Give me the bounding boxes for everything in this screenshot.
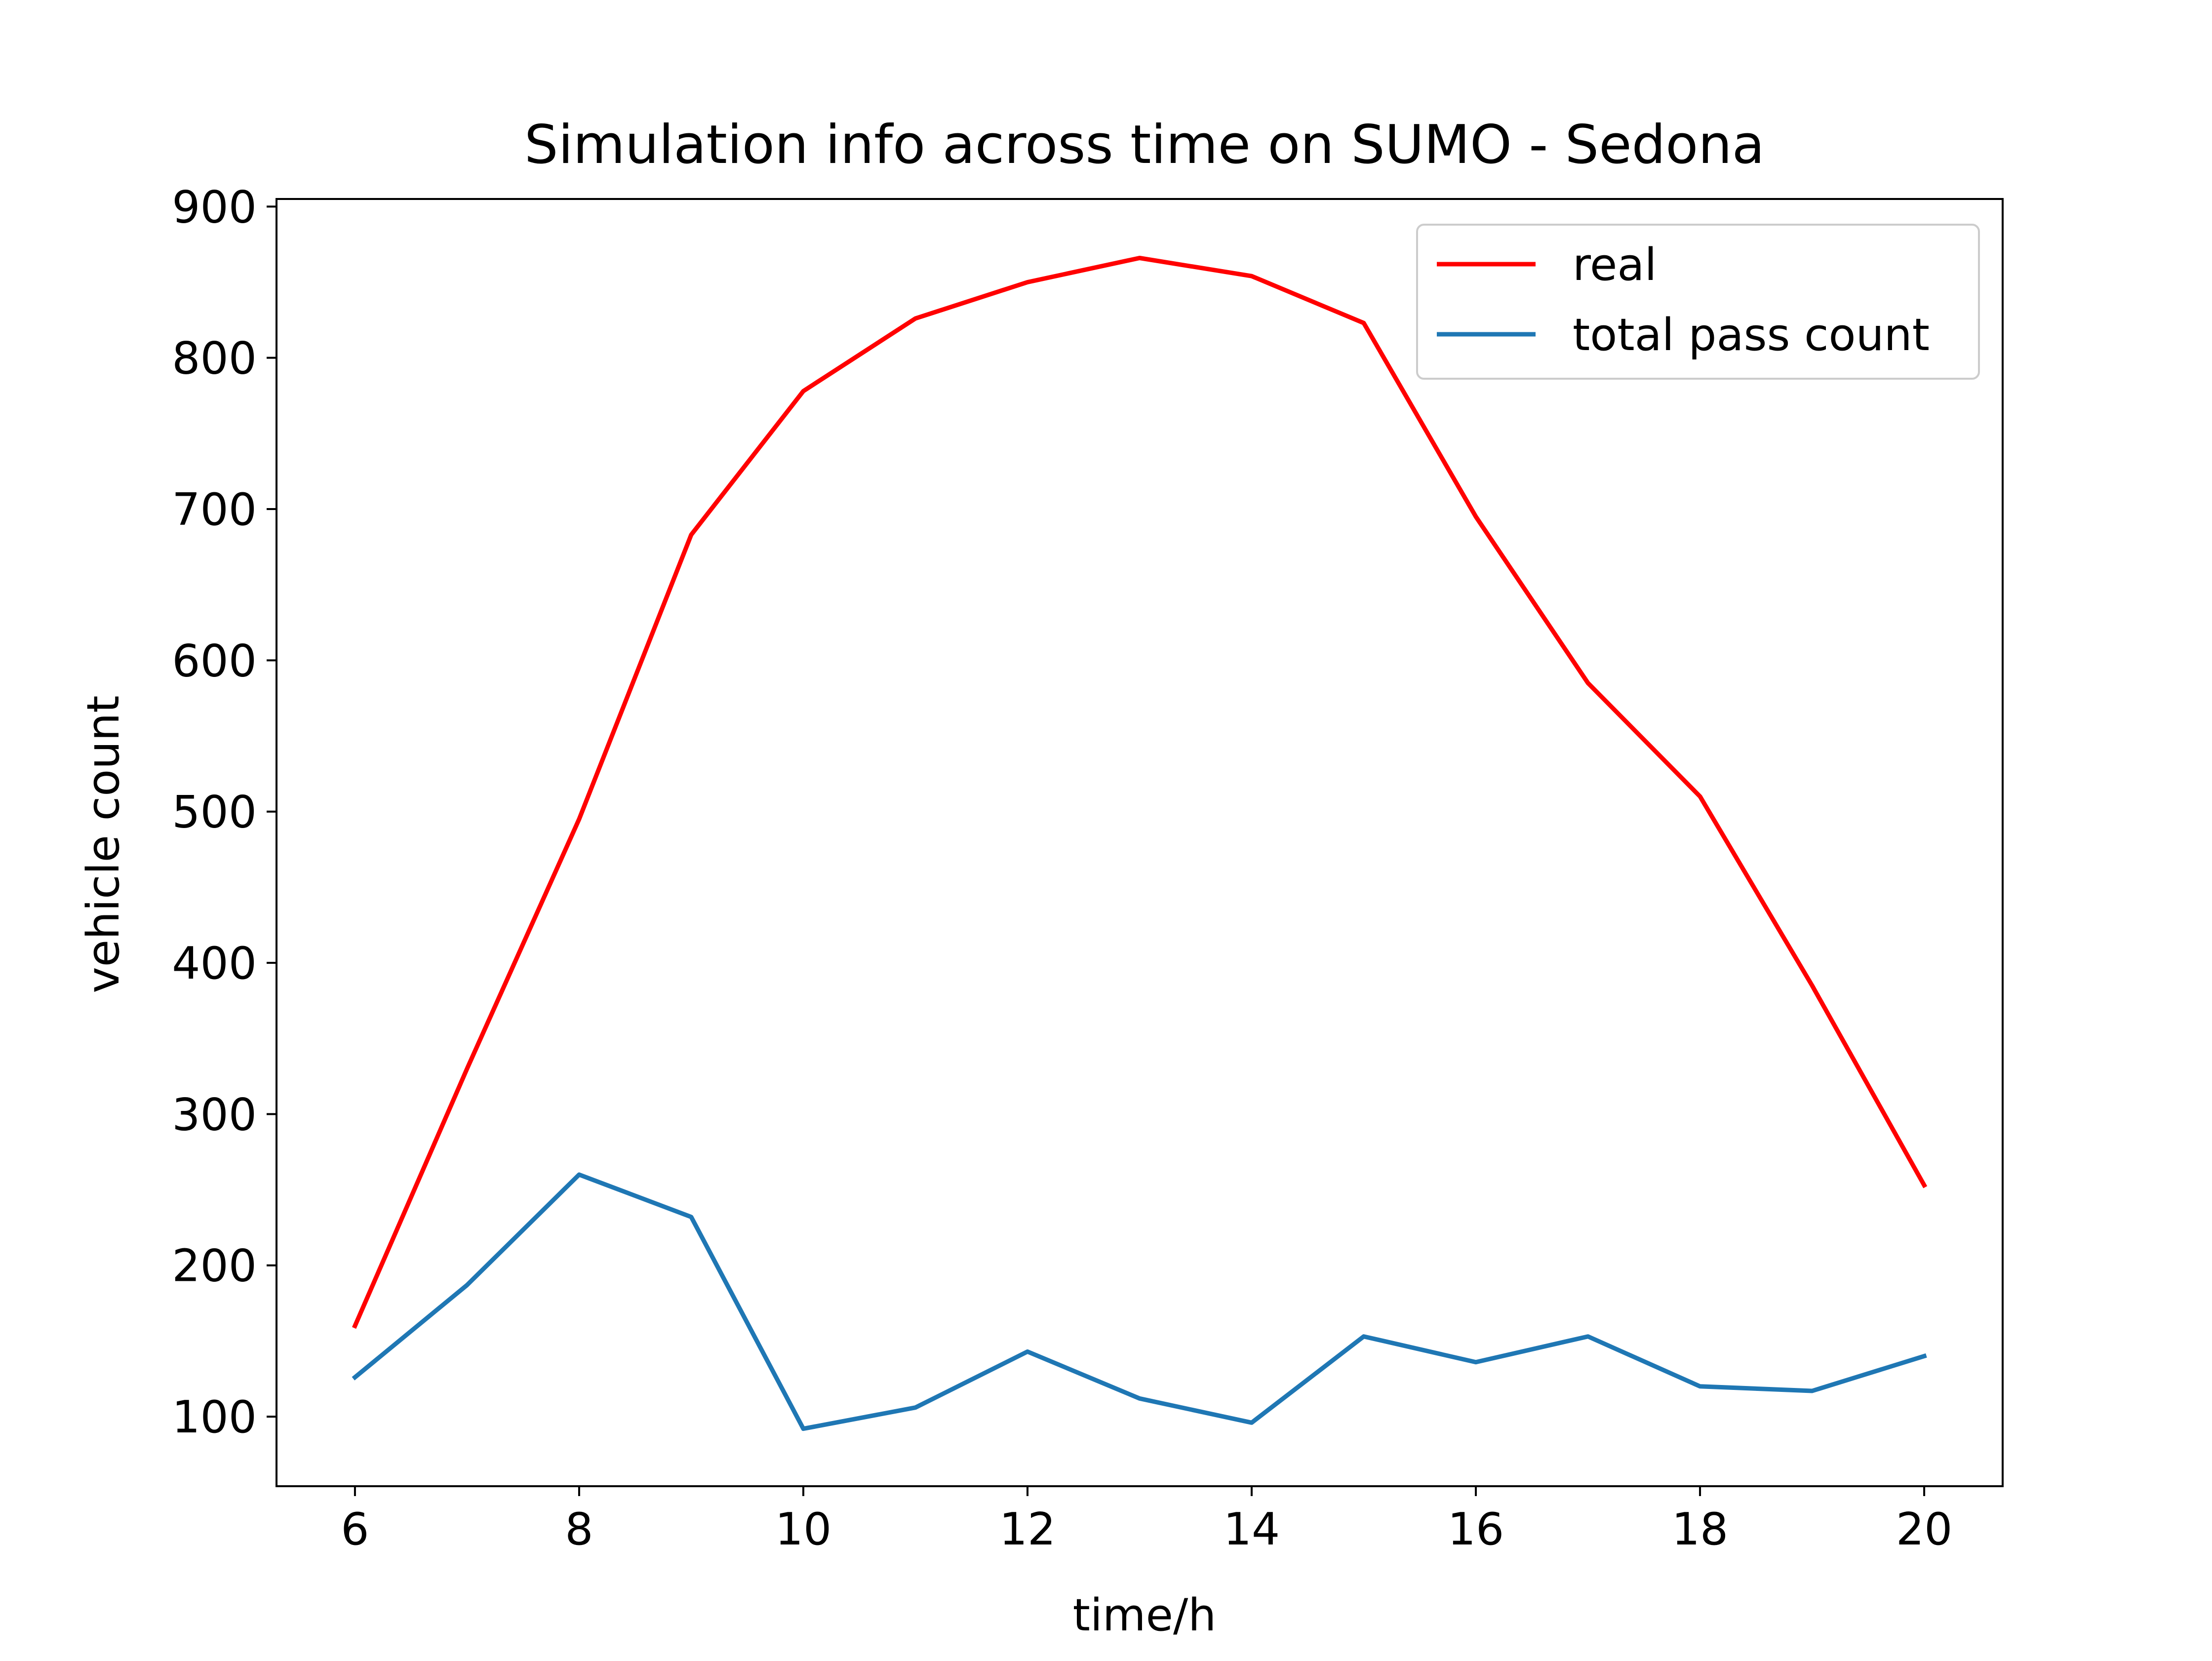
chart-title: Simulation info across time on SUMO - Se…: [524, 114, 1765, 176]
y-tick-label: 100: [172, 1391, 257, 1443]
legend-box: [1416, 224, 1980, 380]
y-tick-label: 400: [172, 938, 257, 989]
legend-label-real: real: [1573, 239, 1657, 291]
y-tick-label: 600: [172, 635, 257, 687]
x-axis-label: time/h: [1073, 1589, 1217, 1641]
legend-label-total-pass-count: total pass count: [1573, 309, 1930, 361]
y-axis-label: vehicle count: [78, 695, 129, 993]
legend: real total pass count: [1416, 224, 1980, 380]
y-tick-label: 700: [172, 484, 257, 536]
x-tick-label: 6: [341, 1503, 369, 1555]
y-tick-label: 800: [172, 333, 257, 385]
series-line-real: [352, 256, 1928, 1329]
plot-area: 6 8 10 12 14 16 18 20 100 200 300 400 500 600 700 800 90…: [172, 181, 2004, 1555]
x-tick-label: 18: [1672, 1503, 1729, 1555]
x-tick-label: 12: [999, 1503, 1056, 1555]
x-tick-label: 8: [565, 1503, 593, 1555]
y-tick-label: 500: [172, 787, 257, 838]
y-tick-label: 300: [172, 1089, 257, 1141]
x-tick-label: 16: [1448, 1503, 1504, 1555]
x-tick-label: 14: [1224, 1503, 1280, 1555]
axes-frame: [276, 198, 2004, 1487]
series-line-total-pass-count: [352, 1172, 1927, 1431]
y-tick-label: 900: [172, 181, 257, 233]
y-tick-label: 200: [172, 1240, 257, 1292]
x-tick-label: 10: [775, 1503, 832, 1555]
x-tick-label: 20: [1896, 1503, 1953, 1555]
